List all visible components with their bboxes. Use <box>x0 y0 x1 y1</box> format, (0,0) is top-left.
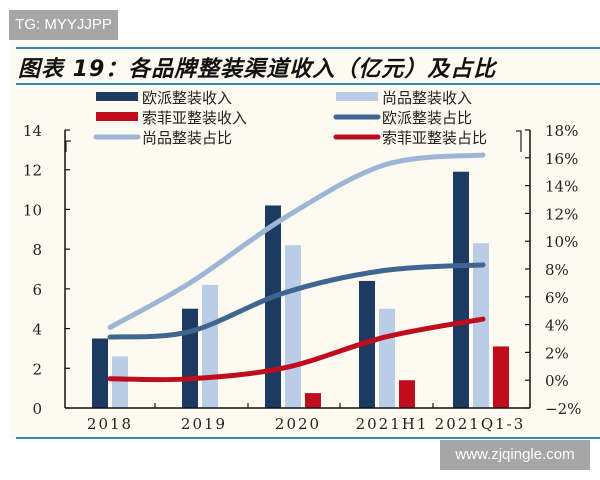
left-tick-label: 6 <box>32 281 42 299</box>
panel-bottom-rule <box>16 437 600 439</box>
left-tick-label: 10 <box>23 201 42 219</box>
bar-1-2018 <box>112 356 128 408</box>
legend-item: 尚品整装占比 <box>93 129 232 147</box>
right-tick-label: −2% <box>545 400 581 418</box>
right-tick-label: 4% <box>545 317 569 335</box>
bar-1-2019 <box>202 284 218 408</box>
right-tick-label: 0% <box>545 372 569 390</box>
line-0 <box>107 262 486 340</box>
legend-bracket-right <box>516 130 522 152</box>
x-tick-label: 2019 <box>181 415 227 433</box>
legend-label: 尚品整装占比 <box>142 129 232 147</box>
title-bottom-rule <box>16 83 600 85</box>
left-tick-label: 8 <box>32 241 42 259</box>
right-tick-label: 6% <box>545 289 569 307</box>
title-top-rule <box>16 47 600 49</box>
left-tick-label: 14 <box>23 122 42 140</box>
right-tick-label: 16% <box>545 150 578 168</box>
legend-swatch-bar <box>96 112 138 121</box>
right-tick-label: 14% <box>545 178 578 196</box>
chart-axes: 0 2 4 6 8 10 12 14 −2% 0% 2% 4% 6% 8% 10% 12% 14% 16% 18% 2… <box>23 122 581 433</box>
legend-label: 索菲亚整装占比 <box>382 129 487 147</box>
watermark-bottom: www.zjqingle.com <box>440 440 590 470</box>
legend-swatch-bar <box>336 92 378 101</box>
legend-label: 欧派整装收入 <box>142 89 232 107</box>
left-tick-label: 0 <box>32 400 42 418</box>
line-series <box>107 152 486 383</box>
x-tick-label: 2021H1 <box>356 415 429 433</box>
right-tick-label: 2% <box>545 344 569 362</box>
x-tick-label: 2020 <box>275 415 321 433</box>
right-tick-label: 18% <box>545 122 578 140</box>
left-tick-label: 4 <box>32 321 42 339</box>
bar-1-2021H1 <box>379 308 395 408</box>
right-tick-label: 8% <box>545 261 569 279</box>
left-tick-label: 2 <box>32 360 42 378</box>
line-1 <box>107 152 486 330</box>
legend-item: 欧派整装收入 <box>96 89 232 107</box>
bar-series <box>92 171 509 408</box>
bar-0-2019 <box>182 308 198 408</box>
legend-label: 尚品整装收入 <box>382 89 472 107</box>
legend-item: 索菲亚整装占比 <box>333 129 487 147</box>
bar-2-2021H1 <box>399 380 415 408</box>
legend-label: 欧派整装占比 <box>382 109 472 127</box>
bar-2-2021Q1-3 <box>493 346 509 408</box>
legend-item: 索菲亚整装收入 <box>96 109 247 127</box>
x-tick-label: 2018 <box>87 415 133 433</box>
legend-swatch-bar <box>96 92 138 101</box>
legend-label: 索菲亚整装收入 <box>142 109 247 127</box>
bar-1-2021Q1-3 <box>473 243 489 408</box>
bar-1-2020 <box>285 245 301 408</box>
line-2 <box>107 316 486 383</box>
bar-2-2020 <box>305 393 321 408</box>
legend-item: 欧派整装占比 <box>333 109 472 127</box>
right-tick-label: 12% <box>545 205 578 223</box>
chart-title: 图表 19：各品牌整装渠道收入（亿元）及占比 <box>18 57 497 82</box>
legend-bracket-left <box>65 140 71 152</box>
watermark-top: TG: MYYJJPP <box>9 10 118 40</box>
bar-0-2021Q1-3 <box>453 171 469 408</box>
right-tick-label: 10% <box>545 233 578 251</box>
left-tick-label: 12 <box>23 162 42 180</box>
legend-item: 尚品整装收入 <box>336 89 472 107</box>
x-tick-label: 2021Q1-3 <box>435 415 526 433</box>
bar-0-2020 <box>265 205 281 408</box>
bar-0-2018 <box>92 338 108 408</box>
